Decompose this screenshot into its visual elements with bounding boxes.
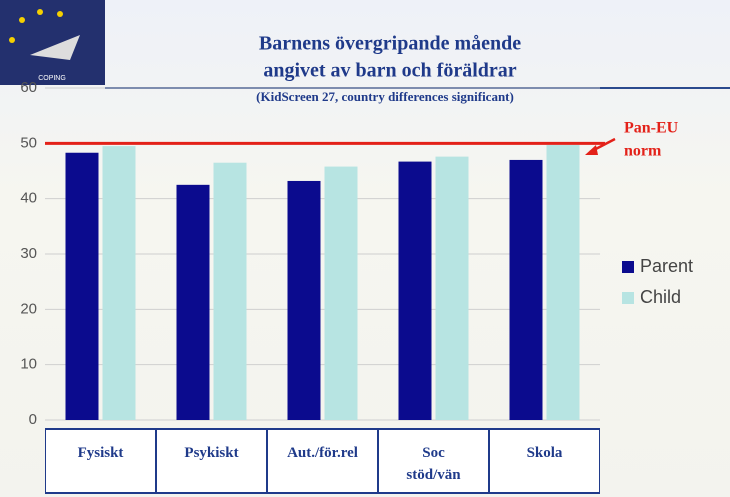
bar xyxy=(436,157,469,420)
slide: COPING Barnens övergripande mående angiv… xyxy=(0,0,730,497)
bar xyxy=(288,181,321,420)
y-tick-label: 60 xyxy=(20,79,37,96)
logo-star xyxy=(19,17,25,23)
legend-swatch xyxy=(622,292,634,304)
x-tick-label: Fysiskt xyxy=(45,428,156,494)
logo-star xyxy=(37,9,43,15)
logo-star xyxy=(57,11,63,17)
chart: COPING Barnens övergripande mående angiv… xyxy=(0,0,730,497)
x-tick-label: Aut./för.rel xyxy=(267,428,378,494)
logo-star xyxy=(9,37,15,43)
y-tick-label: 40 xyxy=(20,190,37,207)
y-tick-label: 20 xyxy=(20,300,37,317)
annotation: norm xyxy=(624,143,662,160)
legend-label: Child xyxy=(640,287,681,307)
x-tick-label: Skola xyxy=(489,428,600,494)
logo xyxy=(0,0,105,85)
y-tick-label: 10 xyxy=(20,356,37,373)
chart-title: angivet av barn och föräldrar xyxy=(263,60,516,82)
x-tick-label: Soc stöd/vän xyxy=(378,428,489,494)
x-tick-label: Psykiskt xyxy=(156,428,267,494)
logo-text: COPING xyxy=(38,75,66,82)
bar xyxy=(547,145,580,420)
bar xyxy=(510,160,543,420)
annotation: Pan-EU xyxy=(624,120,679,137)
bar xyxy=(177,185,210,420)
bar xyxy=(399,162,432,420)
bar xyxy=(214,163,247,420)
bar xyxy=(66,153,99,420)
chart-subtitle: (KidScreen 27, country differences signi… xyxy=(256,89,514,104)
annotation-arrowhead xyxy=(585,145,598,155)
y-tick-label: 30 xyxy=(20,245,37,262)
bar xyxy=(325,167,358,420)
legend-swatch xyxy=(622,261,634,273)
legend-label: Parent xyxy=(640,256,693,276)
chart-title: Barnens övergripande mående xyxy=(259,33,521,55)
y-tick-label: 0 xyxy=(29,411,37,428)
bar xyxy=(103,146,136,420)
y-tick-label: 50 xyxy=(20,134,37,151)
